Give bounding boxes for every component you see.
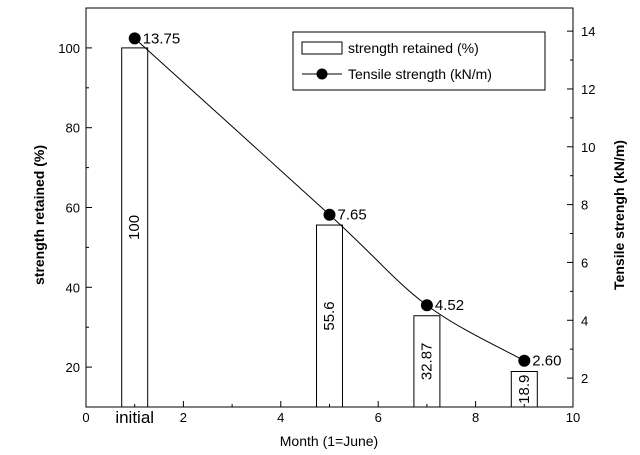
legend: strength retained (%) Tensile strength (… — [292, 31, 546, 91]
y-left-tick-label: 100 — [58, 41, 80, 56]
y-right-tick-label: 2 — [581, 371, 588, 386]
y-right-tick-label: 14 — [581, 24, 595, 39]
legend-line-marker — [316, 68, 328, 80]
legend-bar-swatch — [301, 41, 343, 55]
legend-line-label: Tensile strength (kN/m) — [348, 66, 492, 82]
tensile-point — [518, 354, 531, 367]
bar-value-label: 100 — [126, 215, 143, 240]
y-left-tick-label: 80 — [66, 121, 80, 136]
y-right-tick-label: 4 — [581, 313, 588, 328]
tensile-value-label: 2.60 — [532, 353, 561, 370]
y-right-tick-label: 6 — [581, 255, 588, 270]
bar — [413, 315, 441, 408]
y-right-axis-title: Tensile strengh (kN/m) — [611, 140, 627, 290]
y-left-tick-label: 20 — [66, 360, 80, 375]
y-left-tick-label: 40 — [66, 280, 80, 295]
bar — [510, 370, 538, 408]
tensile-point — [420, 299, 433, 312]
axes-layer: 0 4 6 8 10 2 initial 20 40 60 80 100 2 4 6 8 10 12 14 — [58, 7, 595, 427]
tensile-value-label: 4.52 — [435, 297, 464, 314]
bar-value-label: 18.9 — [516, 375, 533, 404]
tensile-point — [128, 32, 141, 45]
x-tick-label: 0 — [82, 410, 89, 425]
x-tick-label: 8 — [472, 410, 479, 425]
tensile-point — [323, 208, 336, 221]
plot-layer: 100 55.6 32.87 18.9 13.75 7.65 4.52 2.60 — [121, 30, 562, 408]
tensile-value-label: 13.75 — [143, 30, 181, 47]
bar-value-label: 32.87 — [418, 343, 435, 381]
legend-bar-label: strength retained (%) — [348, 40, 479, 56]
category-annotation: initial — [115, 408, 154, 427]
x-tick-label: 2 — [180, 410, 187, 425]
y-left-tick-label: 60 — [66, 201, 80, 216]
y-left-axis-title: strength retained (%) — [31, 145, 47, 285]
bar — [121, 47, 149, 408]
y-right-tick-label: 10 — [581, 140, 595, 155]
tensile-line — [134, 37, 525, 362]
y-right-tick-label: 12 — [581, 82, 595, 97]
x-axis-title: Month (1=June) — [280, 433, 378, 449]
x-tick-label: 10 — [566, 410, 580, 425]
tensile-value-label: 7.65 — [338, 207, 367, 224]
x-tick-label: 4 — [277, 410, 284, 425]
bar-value-label: 55.6 — [321, 301, 338, 330]
y-right-tick-label: 8 — [581, 198, 588, 213]
x-tick-label: 6 — [375, 410, 382, 425]
